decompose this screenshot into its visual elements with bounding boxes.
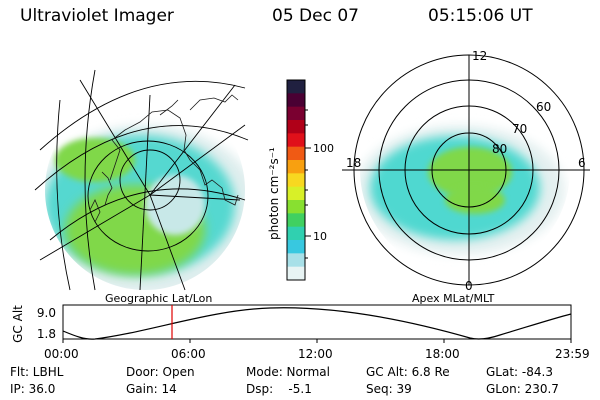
date-label: 05 Dec 07 <box>272 6 359 26</box>
right-map-caption: Apex MLat/MLT <box>412 292 495 305</box>
colorbar-segment <box>287 120 305 134</box>
mlt-label-18: 18 <box>346 156 361 170</box>
mlt-label-0: 0 <box>465 279 473 293</box>
geographic-map: Geographic Lat/Lon <box>34 69 249 305</box>
info-ip: IP: 36.0 <box>10 382 56 396</box>
info-filter: Flt: LBHL <box>10 365 64 379</box>
alt-xtick-1200: 12:00 <box>298 347 333 361</box>
colorbar: 100 10 photon cm⁻²s⁻¹ <box>267 79 334 281</box>
time-label: 05:15:06 UT <box>428 6 533 26</box>
colorbar-segment <box>287 133 305 148</box>
info-glat: GLat: -84.3 <box>486 365 553 379</box>
colorbar-segment <box>287 146 305 161</box>
altitude-curve <box>62 307 572 340</box>
alt-tick-low: 1.8 <box>37 327 56 341</box>
colorbar-tick-10: 10 <box>313 230 327 243</box>
colorbar-segment <box>287 106 305 121</box>
altitude-plot: 9.0 1.8 GC Alt 00:00 06:00 12:00 18:00 2… <box>11 304 590 361</box>
info-gain: Gain: 14 <box>126 382 177 396</box>
alt-xtick-1800: 18:00 <box>425 347 460 361</box>
colorbar-segment <box>287 80 305 94</box>
alt-xtick-0600: 06:00 <box>171 347 206 361</box>
mlat-label-60: 60 <box>536 100 551 114</box>
mlat-label-70: 70 <box>512 122 527 136</box>
altitude-plot-frame <box>62 304 572 340</box>
alt-xtick-0000: 00:00 <box>44 347 79 361</box>
colorbar-tick-100: 100 <box>313 142 334 155</box>
colorbar-segment <box>287 226 305 241</box>
mlt-label-12: 12 <box>472 49 487 63</box>
alt-xtick-2359: 23:59 <box>555 347 590 361</box>
colorbar-segment <box>287 173 305 188</box>
colorbar-segment <box>287 266 305 281</box>
colorbar-segment <box>287 213 305 228</box>
info-glon: GLon: 230.7 <box>486 382 559 396</box>
colorbar-segment <box>287 186 305 201</box>
instrument-title: Ultraviolet Imager <box>20 6 174 26</box>
info-gc-alt: GC Alt: 6.8 Re <box>366 365 450 379</box>
altitude-ylabel: GC Alt <box>11 305 25 343</box>
magnetic-polar-map: 12 18 6 0 60 70 80 Apex MLat/MLT <box>342 49 590 305</box>
colorbar-unit-label: photon cm⁻²s⁻¹ <box>267 147 281 240</box>
left-map-caption: Geographic Lat/Lon <box>105 292 212 305</box>
alt-tick-high: 9.0 <box>37 306 56 320</box>
colorbar-segment <box>287 93 305 108</box>
colorbar-segment <box>287 240 305 254</box>
info-mode: Mode: Normal <box>246 365 330 379</box>
colorbar-segment <box>287 253 305 268</box>
info-seq: Seq: 39 <box>366 382 412 396</box>
info-door: Door: Open <box>126 365 195 379</box>
colorbar-segment <box>287 160 305 174</box>
mlat-label-80: 80 <box>492 142 507 156</box>
info-dsp: Dsp: -5.1 <box>246 382 312 396</box>
colorbar-segment <box>287 200 305 214</box>
mlt-label-6: 6 <box>578 156 586 170</box>
